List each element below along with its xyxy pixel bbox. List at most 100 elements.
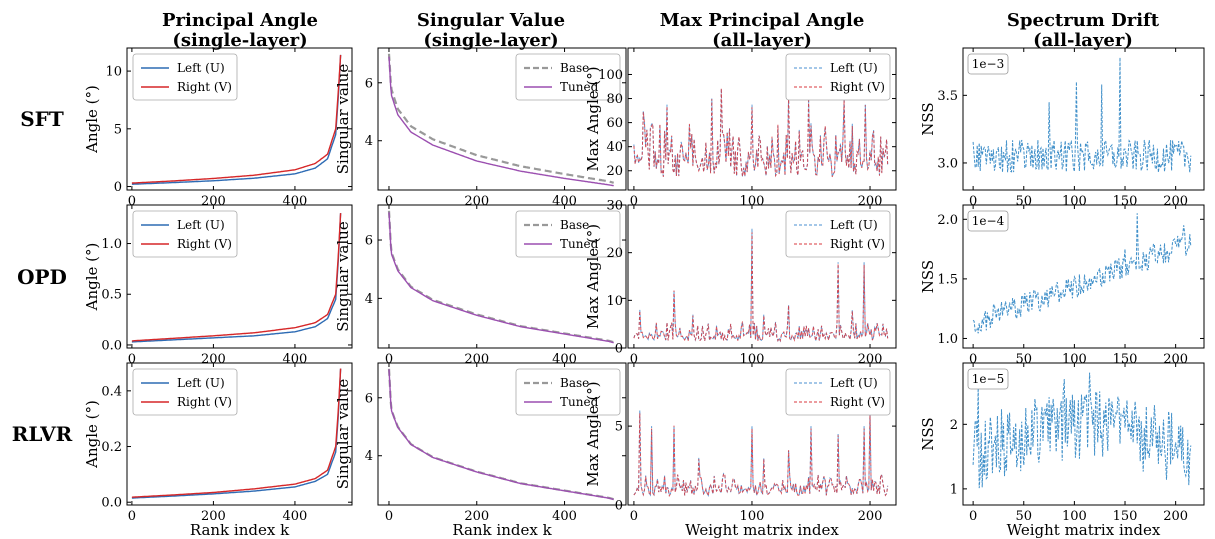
y-tick-label: 4 [365, 134, 373, 149]
series-line-nss [972, 213, 1192, 334]
legend-label-base: Base [560, 218, 589, 232]
y-axis-label: Max Angle (°) [584, 66, 602, 171]
y-tick-label: 3.0 [937, 156, 958, 171]
series-group [633, 88, 889, 178]
x-tick-label: 0 [128, 194, 136, 209]
col-title-0-line1: Principal Angle [162, 10, 318, 31]
y-tick-label: 6 [365, 391, 373, 406]
legend-box [132, 368, 238, 416]
series-line-left [131, 213, 342, 343]
series-group [972, 57, 1192, 173]
series-line-tuned [388, 369, 614, 501]
series-group [387, 53, 615, 187]
x-tick-label: 0 [630, 194, 638, 209]
y-tick-label: 6 [365, 234, 373, 249]
legend-label-left: Left (U) [177, 61, 225, 75]
y-axis-label: Angle (°) [83, 243, 101, 312]
x-tick-label: 200 [201, 509, 226, 524]
x-tick-label: 0 [630, 352, 638, 367]
axes-frame [962, 362, 1205, 506]
series-line-left [633, 410, 889, 498]
series-line-tuned [388, 56, 614, 187]
col-title-2-line1: Max Principal Angle [660, 10, 865, 31]
axes-frame [377, 362, 627, 506]
axes-frame [627, 47, 897, 191]
y-axis-label: Singular value [334, 379, 352, 490]
axes-frame [962, 47, 1205, 191]
series-line-right [131, 54, 342, 184]
y-tick-label: 1 [950, 482, 958, 497]
legend-box [515, 368, 621, 416]
col-title-1-line2: (single-layer) [423, 30, 558, 51]
series-line-right [633, 232, 889, 343]
y-tick-label: 5 [615, 420, 623, 435]
series-line-nss [972, 372, 1192, 489]
offset-box [967, 210, 1009, 232]
series-line-nss [972, 57, 1192, 173]
legend-box [785, 368, 891, 416]
legend-label-left: Left (U) [830, 61, 878, 75]
y-axis-label: Angle (°) [83, 85, 101, 154]
y-tick-label: 0 [615, 342, 623, 357]
y-axis-label: Max Angle (°) [584, 224, 602, 329]
series-line-right [633, 413, 889, 498]
axes-frame [627, 362, 897, 506]
y-tick-label: 3.5 [937, 89, 958, 104]
legend-label-right: Right (V) [177, 237, 232, 251]
x-tick-label: 50 [1015, 509, 1032, 524]
offset-box [967, 53, 1009, 75]
x-axis-label: Weight matrix index [1007, 521, 1161, 539]
y-tick-label: 5 [114, 122, 122, 137]
y-tick-label: 4 [365, 292, 373, 307]
x-tick-label: 0 [969, 509, 977, 524]
y-tick-label: 20 [606, 246, 623, 261]
y-tick-label: 10 [606, 294, 623, 309]
y-tick-label: 1.5 [937, 272, 958, 287]
legend-box [785, 210, 891, 258]
legend-box [515, 210, 621, 258]
y-tick-label: 4 [365, 449, 373, 464]
x-tick-label: 0 [385, 509, 393, 524]
x-tick-label: 400 [552, 509, 577, 524]
col-title-3-line2: (all-layer) [1033, 30, 1133, 51]
legend-label-tuned: Tuned [560, 237, 599, 251]
series-line-right [131, 368, 342, 498]
legend-label-right: Right (V) [830, 395, 885, 409]
series-group [131, 54, 342, 185]
y-tick-label: 6 [365, 76, 373, 91]
y-tick-label: 1.0 [937, 332, 958, 347]
series-line-right [131, 213, 342, 342]
x-tick-label: 0 [969, 194, 977, 209]
y-tick-label: 0 [615, 499, 623, 514]
x-tick-label: 200 [464, 509, 489, 524]
row-label-opd: OPD [17, 265, 67, 289]
y-tick-label: 2.0 [937, 213, 958, 228]
scale-offset-label: 1e−4 [972, 214, 1005, 228]
legend-box [132, 53, 238, 101]
y-tick-label: 0.0 [101, 338, 122, 353]
y-tick-label: 80 [606, 92, 623, 107]
y-tick-label: 1.0 [101, 237, 122, 252]
y-axis-label: NSS [919, 260, 937, 293]
y-tick-label: 40 [606, 140, 623, 155]
y-tick-label: 10 [105, 65, 122, 80]
series-group [972, 213, 1192, 334]
axes-frame [377, 47, 627, 191]
x-tick-label: 200 [858, 509, 883, 524]
legend-label-base: Base [560, 61, 589, 75]
legend-label-left: Left (U) [830, 376, 878, 390]
x-tick-label: 0 [630, 509, 638, 524]
series-group [387, 368, 614, 501]
y-tick-label: 100 [598, 68, 623, 83]
scale-offset-label: 1e−5 [972, 372, 1004, 386]
legend-label-right: Right (V) [830, 237, 885, 251]
row-label-rlvr: RLVR [12, 422, 73, 446]
series-group [633, 410, 889, 498]
legend-label-right: Right (V) [177, 395, 232, 409]
x-tick-label: 150 [1113, 509, 1138, 524]
